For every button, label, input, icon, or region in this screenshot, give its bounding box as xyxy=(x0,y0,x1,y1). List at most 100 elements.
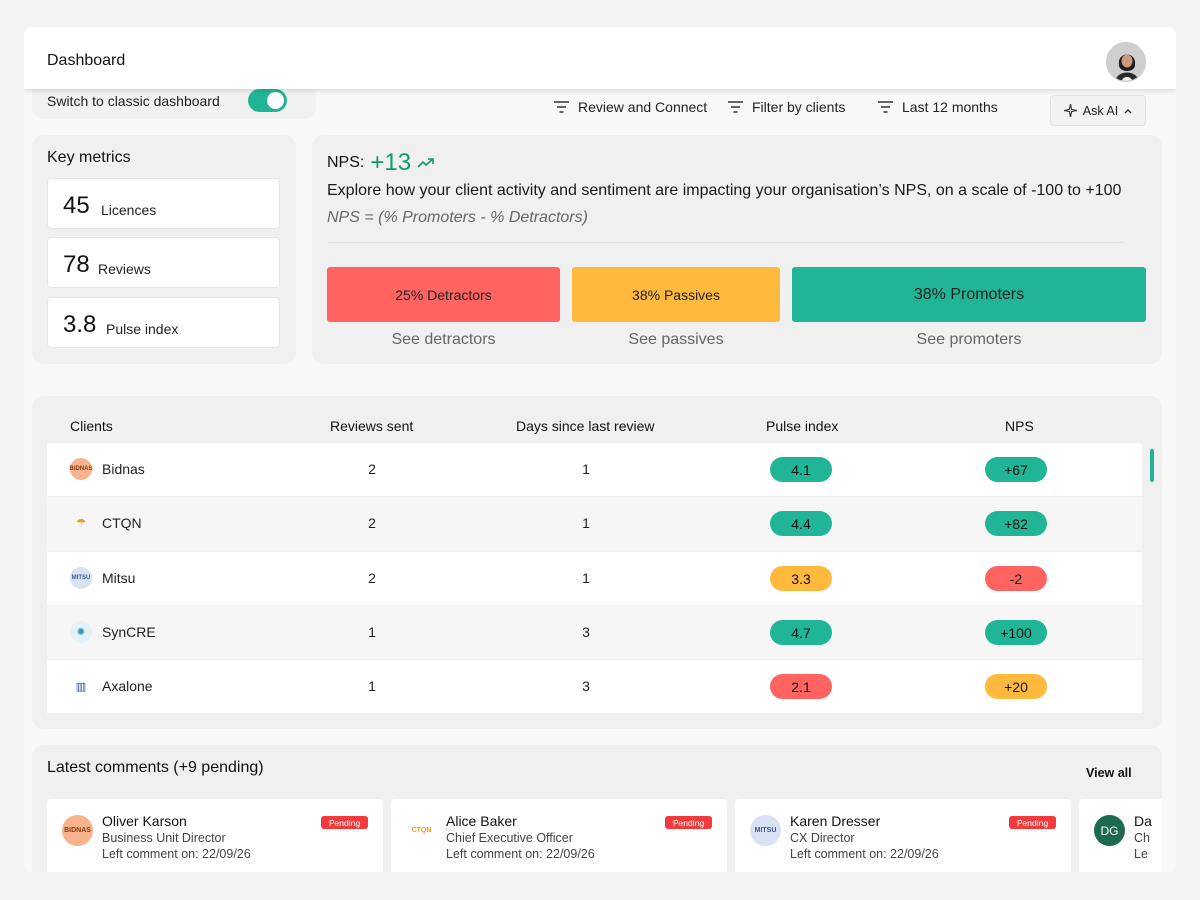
table-row[interactable]: ☂ CTQN 2 1 4.4 +82 xyxy=(47,497,1142,550)
dashboard-frame: Dashboard Switch to classic dashboard Re… xyxy=(24,27,1176,872)
table-row[interactable]: BIDNAS Bidnas 2 1 4.1 +67 xyxy=(47,443,1142,496)
see-promoters-link[interactable]: See promoters xyxy=(916,331,1022,348)
comment-date: Left comment on: 22/09/26 xyxy=(102,847,251,861)
commenter-role: Chief Executive Officer xyxy=(446,831,573,845)
client-name: CTQN xyxy=(102,515,142,531)
days-since-review: 1 xyxy=(582,570,590,586)
comment-card[interactable]: DG Da Ch Le xyxy=(1079,799,1162,872)
table-row[interactable]: ✺ SynCRE 1 3 4.7 +100 xyxy=(47,606,1142,659)
classic-dashboard-label: Switch to classic dashboard xyxy=(47,93,220,109)
commenter-name: Alice Baker xyxy=(446,813,517,829)
comment-date: Left comment on: 22/09/26 xyxy=(790,847,939,861)
filter-lines-icon xyxy=(554,101,569,113)
column-header-pulse-index[interactable]: Pulse index xyxy=(766,418,839,434)
comment-card[interactable]: CTQN Alice Baker Chief Executive Officer… xyxy=(391,799,727,872)
nps-label: NPS: xyxy=(327,154,365,171)
filter-label: Filter by clients xyxy=(752,99,846,115)
toggle-knob xyxy=(267,92,284,109)
latest-comments-card: Latest comments (+9 pending) View all BI… xyxy=(32,745,1162,872)
user-avatar[interactable] xyxy=(1106,42,1146,82)
days-since-review: 1 xyxy=(582,461,590,477)
nps-badge: -2 xyxy=(985,566,1047,591)
status-badge: Pending xyxy=(321,816,368,829)
column-header-days-since-last-review[interactable]: Days since last review xyxy=(516,418,655,434)
status-badge: Pending xyxy=(665,816,712,829)
nps-badge: +67 xyxy=(985,457,1047,482)
days-since-review: 3 xyxy=(582,678,590,694)
sparkle-icon xyxy=(1063,104,1077,117)
comment-date: Left comment on: 22/09/26 xyxy=(446,847,595,861)
column-header-reviews-sent[interactable]: Reviews sent xyxy=(330,418,414,434)
see-detractors-link[interactable]: See detractors xyxy=(391,331,496,348)
nps-heading: NPS: +13 xyxy=(327,149,435,177)
detractors-label: 25% Detractors xyxy=(395,286,492,303)
client-logo-icon: ▥ xyxy=(75,680,87,693)
page-title: Dashboard xyxy=(47,52,126,69)
client-name: Bidnas xyxy=(102,461,145,477)
commenter-name: Karen Dresser xyxy=(790,813,881,829)
view-all-link[interactable]: View all xyxy=(1086,766,1132,780)
detractors-bar: 25% Detractors xyxy=(327,267,560,322)
days-since-review: 3 xyxy=(582,624,590,640)
filter-date-range[interactable]: Last 12 months xyxy=(878,99,998,115)
days-since-review: 1 xyxy=(582,515,590,531)
filter-label: Review and Connect xyxy=(578,99,708,115)
filter-lines-icon xyxy=(728,101,743,113)
reviews-sent: 2 xyxy=(368,461,376,477)
nps-badge: +82 xyxy=(985,511,1047,536)
client-logo-icon: MITSU xyxy=(70,567,92,589)
pulse-badge: 2.1 xyxy=(770,674,832,699)
key-metrics-title: Key metrics xyxy=(47,149,131,166)
metric-value: 3.8 xyxy=(63,311,97,338)
pulse-badge: 4.4 xyxy=(770,511,832,536)
client-name: Mitsu xyxy=(102,570,136,586)
see-passives-link[interactable]: See passives xyxy=(628,331,724,348)
nps-badge: +20 xyxy=(985,674,1047,699)
client-logo-icon: MITSU xyxy=(750,815,781,846)
comment-date: Le xyxy=(1134,847,1148,861)
pulse-badge: 3.3 xyxy=(770,566,832,591)
metric-value: 78 xyxy=(63,251,90,278)
promoters-label: 38% Promoters xyxy=(913,285,1025,303)
classic-dashboard-switch: Switch to classic dashboard xyxy=(32,83,316,119)
metric-value: 45 xyxy=(63,192,90,219)
column-header-nps[interactable]: NPS xyxy=(1005,418,1034,434)
table-scrollbar[interactable] xyxy=(1150,449,1154,482)
metric-licences: 45 Licences xyxy=(47,178,280,229)
trending-up-icon xyxy=(417,158,434,168)
classic-dashboard-toggle[interactable] xyxy=(248,89,287,112)
filter-lines-icon xyxy=(878,101,893,113)
initials-avatar: DG xyxy=(1094,815,1125,846)
top-bar: Dashboard xyxy=(24,27,1176,89)
clients-table: Clients Reviews sent Days since last rev… xyxy=(32,396,1162,729)
filter-by-clients[interactable]: Filter by clients xyxy=(728,99,845,115)
metric-label: Licences xyxy=(101,202,157,218)
metric-label: Pulse index xyxy=(106,321,179,337)
chevron-up-icon xyxy=(1124,108,1132,113)
reviews-sent: 2 xyxy=(368,515,376,531)
client-logo-icon: CTQN xyxy=(406,815,437,846)
comment-card[interactable]: MITSU Karen Dresser CX Director Left com… xyxy=(735,799,1071,872)
comment-card[interactable]: BIDNAS Oliver Karson Business Unit Direc… xyxy=(47,799,383,872)
table-row[interactable]: MITSU Mitsu 2 1 3.3 -2 xyxy=(47,552,1142,605)
client-name: SynCRE xyxy=(102,624,156,640)
commenter-name: Oliver Karson xyxy=(102,813,187,829)
filter-label: Last 12 months xyxy=(902,99,998,115)
ask-ai-label: Ask AI xyxy=(1082,103,1119,118)
filter-review-and-connect[interactable]: Review and Connect xyxy=(554,99,707,115)
pulse-badge: 4.1 xyxy=(770,457,832,482)
table-row[interactable]: ▥ Axalone 1 3 2.1 +20 xyxy=(47,660,1142,713)
divider xyxy=(327,242,1124,243)
pulse-badge: 4.7 xyxy=(770,620,832,645)
commenter-role: Ch xyxy=(1134,831,1150,845)
commenter-role: CX Director xyxy=(790,831,855,845)
commenter-role: Business Unit Director xyxy=(102,831,226,845)
key-metrics-card: Key metrics 45 Licences 78 Reviews 3.8 P… xyxy=(32,135,296,364)
nps-value: +13 xyxy=(370,149,412,176)
client-logo-icon: BIDNAS xyxy=(62,815,93,846)
ask-ai-button[interactable]: Ask AI xyxy=(1050,95,1146,126)
nps-badge: +100 xyxy=(985,620,1047,645)
status-badge: Pending xyxy=(1009,816,1056,829)
column-header-clients[interactable]: Clients xyxy=(70,418,113,434)
reviews-sent: 1 xyxy=(368,678,376,694)
